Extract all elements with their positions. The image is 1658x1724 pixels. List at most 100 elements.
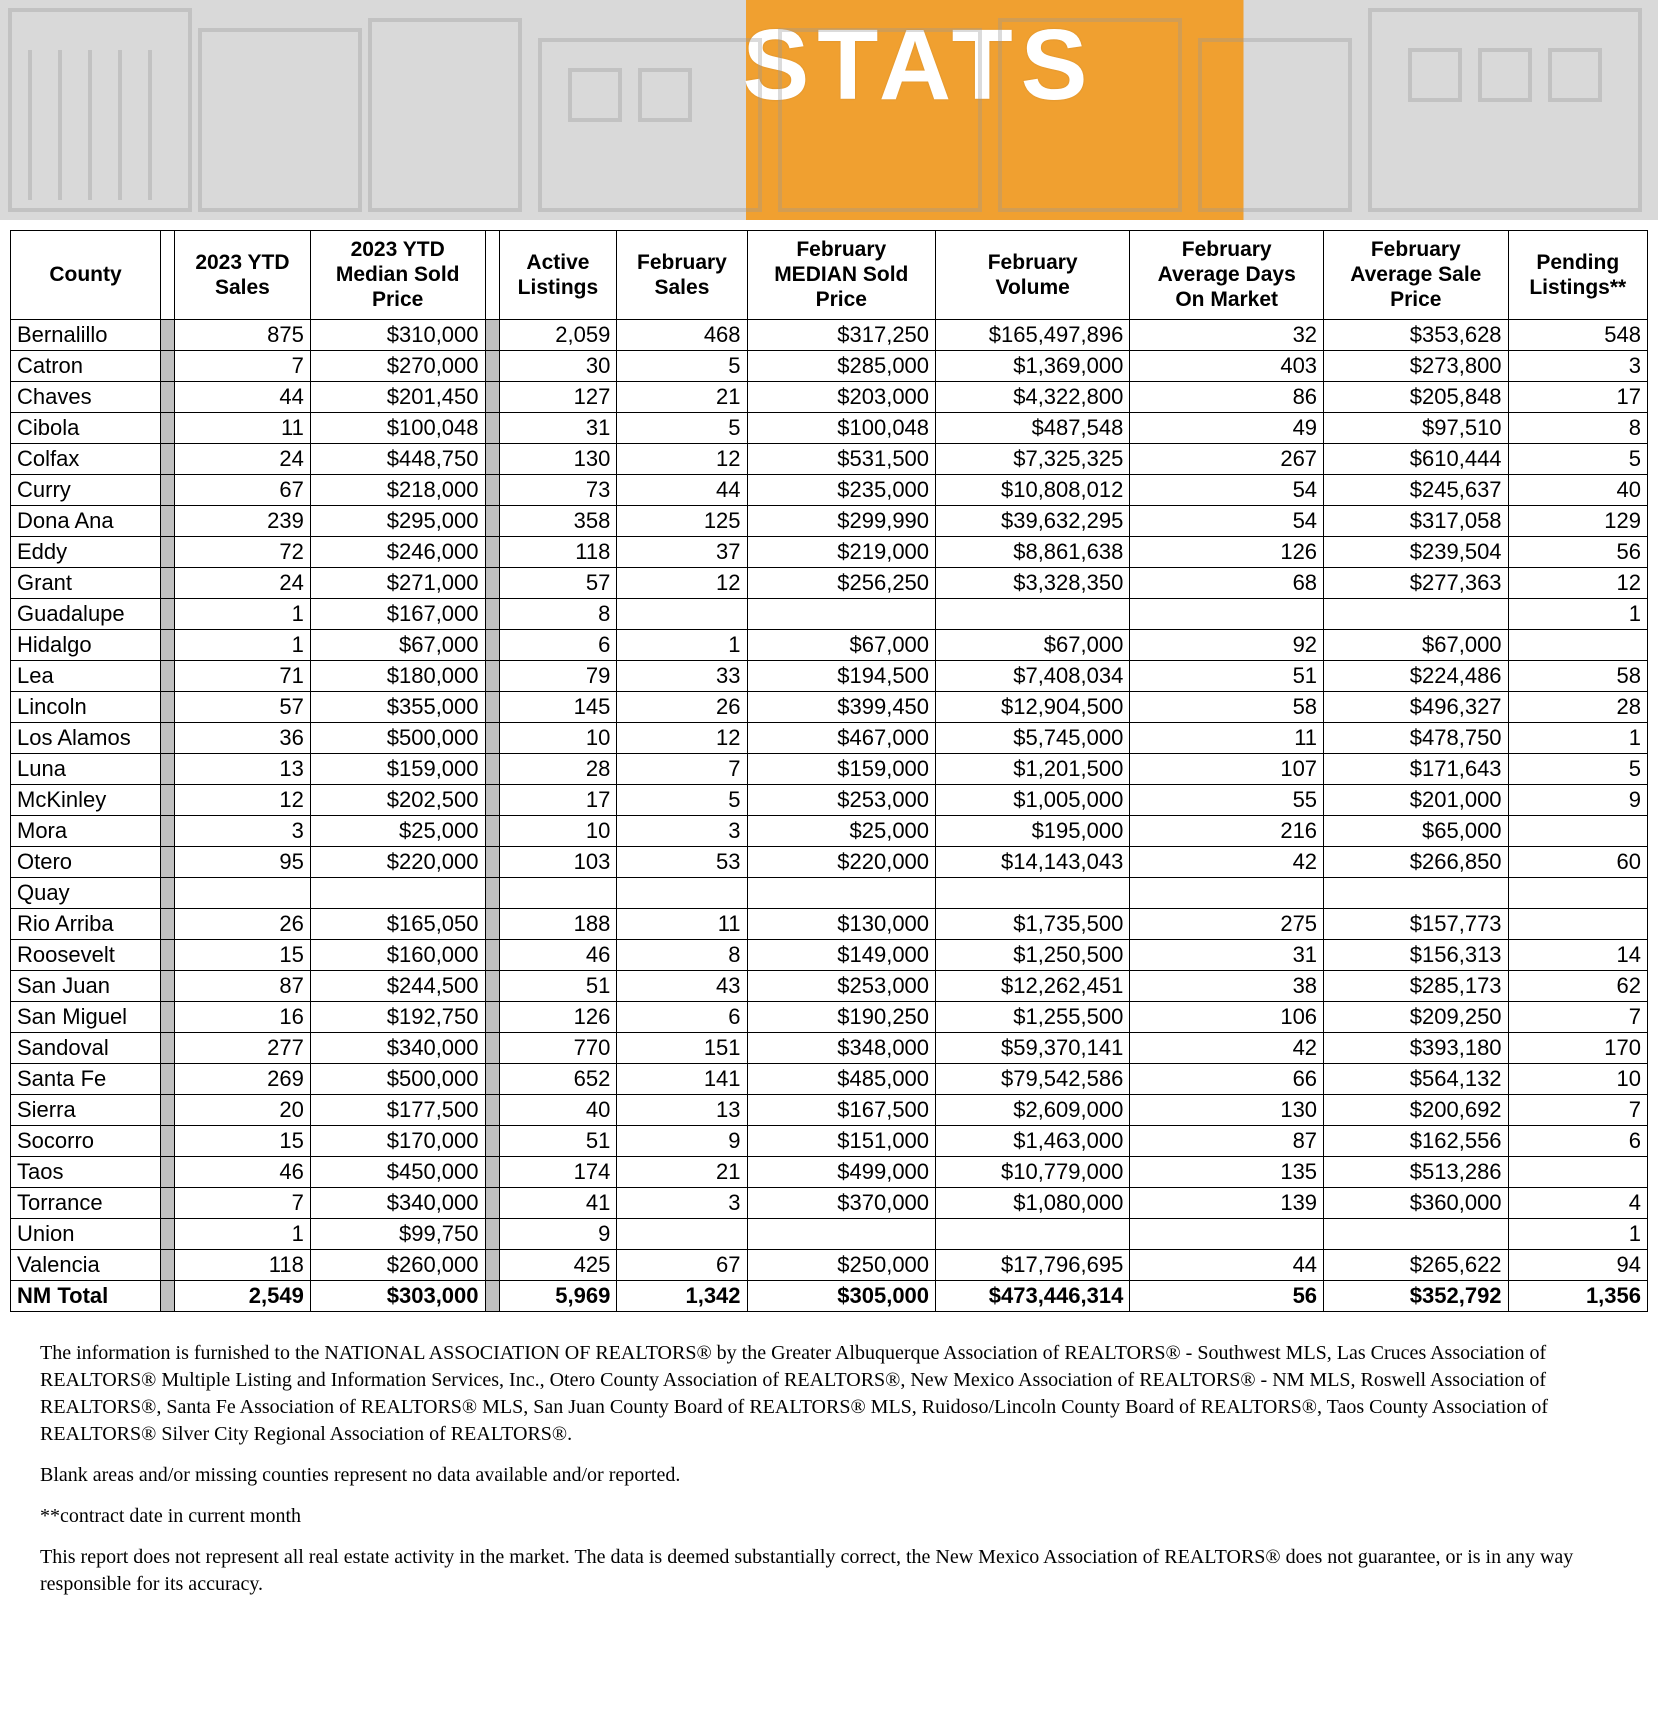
table-row: Mora3$25,000103$25,000$195,000216$65,000	[11, 815, 1648, 846]
cell-value: 141	[617, 1063, 747, 1094]
cell-value: $355,000	[310, 691, 485, 722]
cell-value: $165,497,896	[936, 319, 1130, 350]
cell-value: $67,000	[310, 629, 485, 660]
cell-county: Luna	[11, 753, 161, 784]
cell-value: 106	[1130, 1001, 1324, 1032]
cell-value: $159,000	[310, 753, 485, 784]
th-county: County	[11, 231, 161, 320]
cell-county: Torrance	[11, 1187, 161, 1218]
table-row: Torrance7$340,000413$370,000$1,080,00013…	[11, 1187, 1648, 1218]
table-row: Hidalgo1$67,00061$67,000$67,00092$67,000	[11, 629, 1648, 660]
cell-value: $194,500	[747, 660, 936, 691]
cell-value: $235,000	[747, 474, 936, 505]
cell-value: 770	[499, 1032, 617, 1063]
cell-value: $348,000	[747, 1032, 936, 1063]
table-row: Sierra20$177,5004013$167,500$2,609,00013…	[11, 1094, 1648, 1125]
cell-value	[1130, 1218, 1324, 1249]
cell-value: 188	[499, 908, 617, 939]
cell-value: $253,000	[747, 970, 936, 1001]
cell-value	[175, 877, 311, 908]
sep	[485, 908, 499, 939]
cell-value: 7	[175, 1187, 311, 1218]
cell-value: $100,048	[747, 412, 936, 443]
footnote-disclaimer: This report does not represent all real …	[40, 1544, 1618, 1598]
cell-value: 1	[175, 1218, 311, 1249]
cell-value: $201,000	[1324, 784, 1509, 815]
sep	[161, 1156, 175, 1187]
sep	[161, 629, 175, 660]
cell-county: Union	[11, 1218, 161, 1249]
cell-value: 36	[175, 722, 311, 753]
cell-value: $202,500	[310, 784, 485, 815]
th-ytd-median: 2023 YTDMedian SoldPrice	[310, 231, 485, 320]
cell-value: $360,000	[1324, 1187, 1509, 1218]
cell-value: $159,000	[747, 753, 936, 784]
cell-value: 17	[499, 784, 617, 815]
th-feb-volume: FebruaryVolume	[936, 231, 1130, 320]
cell-county: Otero	[11, 846, 161, 877]
cell-value: 86	[1130, 381, 1324, 412]
sep	[485, 1280, 499, 1311]
cell-value: 12	[617, 443, 747, 474]
cell-value: $201,450	[310, 381, 485, 412]
cell-value: 66	[1130, 1063, 1324, 1094]
cell-value: 170	[1508, 1032, 1647, 1063]
cell-value: 87	[1130, 1125, 1324, 1156]
cell-value: $250,000	[747, 1249, 936, 1280]
cell-value: 1	[175, 598, 311, 629]
cell-value: $478,750	[1324, 722, 1509, 753]
cell-county: Colfax	[11, 443, 161, 474]
cell-value: $192,750	[310, 1001, 485, 1032]
cell-value: 1	[1508, 1218, 1647, 1249]
cell-value: 87	[175, 970, 311, 1001]
cell-value: $203,000	[747, 381, 936, 412]
cell-value: $295,000	[310, 505, 485, 536]
cell-value	[936, 1218, 1130, 1249]
cell-value: 38	[1130, 970, 1324, 1001]
cell-value: $7,325,325	[936, 443, 1130, 474]
cell-value: $130,000	[747, 908, 936, 939]
cell-value: $180,000	[310, 660, 485, 691]
cell-value: $393,180	[1324, 1032, 1509, 1063]
cell-value: $1,201,500	[936, 753, 1130, 784]
table-row: Chaves44$201,45012721$203,000$4,322,8008…	[11, 381, 1648, 412]
table-row: Valencia118$260,00042567$250,000$17,796,…	[11, 1249, 1648, 1280]
sep	[161, 722, 175, 753]
cell-value: $219,000	[747, 536, 936, 567]
cell-value: $500,000	[310, 1063, 485, 1094]
cell-value: 2,059	[499, 319, 617, 350]
sep	[485, 412, 499, 443]
cell-value: 58	[1508, 660, 1647, 691]
cell-value: $1,255,500	[936, 1001, 1130, 1032]
cell-value: $1,369,000	[936, 350, 1130, 381]
cell-value: $149,000	[747, 939, 936, 970]
cell-value: 5	[1508, 443, 1647, 474]
cell-value: 7	[1508, 1094, 1647, 1125]
cell-value: 41	[499, 1187, 617, 1218]
cell-county: San Miguel	[11, 1001, 161, 1032]
cell-value: $25,000	[310, 815, 485, 846]
cell-value: $487,548	[936, 412, 1130, 443]
cell-county: Valencia	[11, 1249, 161, 1280]
cell-value: 40	[499, 1094, 617, 1125]
cell-value: $273,800	[1324, 350, 1509, 381]
cell-value: 277	[175, 1032, 311, 1063]
cell-value: $195,000	[936, 815, 1130, 846]
sep	[485, 598, 499, 629]
sep	[485, 753, 499, 784]
cell-value: 12	[1508, 567, 1647, 598]
sep	[485, 660, 499, 691]
th-active: ActiveListings	[499, 231, 617, 320]
sep	[485, 1125, 499, 1156]
cell-county: Sierra	[11, 1094, 161, 1125]
cell-value: $496,327	[1324, 691, 1509, 722]
cell-value: $399,450	[747, 691, 936, 722]
cell-value: 8	[617, 939, 747, 970]
sep	[161, 815, 175, 846]
cell-value: $205,848	[1324, 381, 1509, 412]
cell-value: 652	[499, 1063, 617, 1094]
cell-value: 9	[1508, 784, 1647, 815]
cell-value: 130	[499, 443, 617, 474]
cell-value: 12	[617, 722, 747, 753]
cell-value: 57	[175, 691, 311, 722]
